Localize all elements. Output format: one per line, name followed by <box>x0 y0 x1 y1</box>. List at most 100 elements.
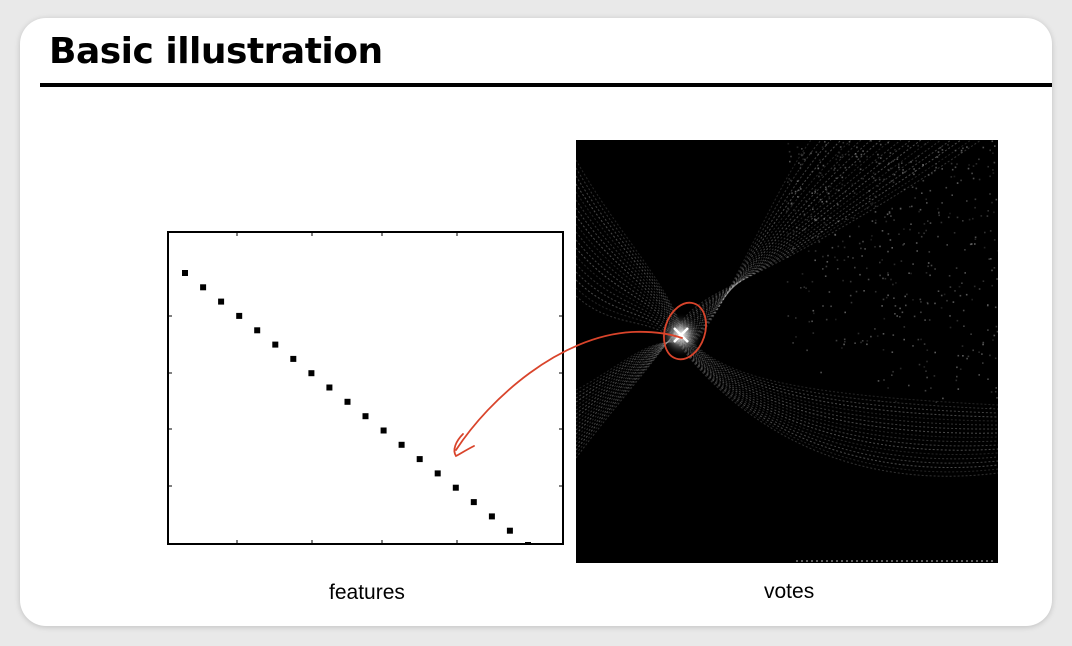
vote-speckle <box>972 217 974 220</box>
vote-speckle <box>893 297 895 299</box>
vote-speckle <box>834 234 837 236</box>
vote-speckle <box>987 329 989 331</box>
vote-speckle <box>815 219 818 221</box>
vote-speckle <box>821 146 824 149</box>
vote-speckle <box>919 208 922 211</box>
feature-point <box>200 284 207 291</box>
vote-speckle <box>903 228 905 230</box>
vote-speckle <box>867 278 870 281</box>
vote-speckle <box>793 231 795 233</box>
vote-edge-mark <box>986 560 988 562</box>
vote-speckle <box>786 200 788 203</box>
vote-speckle <box>929 222 932 224</box>
vote-speckle <box>839 156 842 159</box>
vote-speckle <box>940 221 943 224</box>
feature-point <box>182 270 188 276</box>
vote-speckle <box>992 339 994 341</box>
feature-point <box>416 456 423 463</box>
vote-speckle <box>978 178 981 181</box>
vote-speckle <box>940 294 943 297</box>
vote-edge-mark <box>816 560 818 562</box>
vote-speckle <box>803 213 806 216</box>
feature-point <box>506 527 513 534</box>
vote-speckle <box>927 174 930 176</box>
vote-speckle <box>974 198 977 201</box>
vote-curve <box>576 199 998 426</box>
vote-speckle <box>898 233 900 235</box>
vote-edge-mark <box>801 560 803 562</box>
vote-speckle <box>956 216 959 219</box>
vote-speckle <box>907 145 909 147</box>
vote-speckle <box>974 238 977 240</box>
vote-speckle <box>801 148 803 150</box>
vote-speckle <box>858 225 860 228</box>
vote-speckle <box>796 226 798 229</box>
vote-speckle <box>879 245 881 248</box>
vote-edge-mark <box>846 560 848 562</box>
vote-speckle <box>993 334 996 337</box>
vote-speckle <box>982 341 985 344</box>
vote-speckle <box>882 349 885 351</box>
vote-speckle <box>807 250 810 252</box>
vote-speckle <box>967 167 970 170</box>
vote-speckle <box>809 152 812 155</box>
vote-speckle <box>859 168 862 171</box>
vote-speckle <box>821 174 823 176</box>
vote-speckle <box>800 188 802 190</box>
vote-speckle <box>961 282 963 284</box>
vote-speckle <box>876 335 879 337</box>
vote-speckle <box>790 202 793 205</box>
feature-point <box>290 355 297 362</box>
vote-speckle <box>964 272 966 274</box>
vote-speckle <box>892 283 894 286</box>
vote-speckle <box>962 355 964 357</box>
vote-edge-mark <box>976 560 978 562</box>
vote-speckle <box>983 246 986 249</box>
vote-speckle <box>933 375 936 377</box>
vote-speckle <box>872 177 875 179</box>
vote-speckle <box>878 400 881 402</box>
vote-speckle <box>835 318 837 321</box>
vote-speckle <box>889 152 892 154</box>
feature-point <box>236 312 243 319</box>
vote-speckle <box>883 178 885 181</box>
vote-speckle <box>825 143 828 146</box>
vote-speckle <box>929 274 931 277</box>
vote-speckle <box>972 177 975 180</box>
vote-speckle <box>904 171 906 174</box>
plot-frame <box>167 231 564 545</box>
vote-speckle <box>869 198 871 200</box>
features-plot <box>167 231 564 545</box>
vote-speckle <box>786 210 788 213</box>
features-caption: features <box>329 581 405 604</box>
vote-speckle <box>791 192 793 194</box>
vote-speckle <box>914 197 916 199</box>
vote-speckle <box>913 173 915 176</box>
vote-speckle <box>841 347 843 349</box>
vote-speckle <box>884 216 886 218</box>
feature-point <box>308 370 315 377</box>
feature-point <box>452 484 459 491</box>
vote-speckle <box>971 172 973 175</box>
votes-image <box>576 140 998 563</box>
vote-speckle <box>872 172 875 174</box>
vote-speckle <box>955 379 958 382</box>
vote-speckle <box>901 311 904 314</box>
vote-speckle <box>841 154 844 156</box>
vote-speckle <box>955 267 958 269</box>
vote-speckle <box>939 146 942 149</box>
vote-speckle <box>886 213 889 216</box>
vote-speckle <box>825 318 828 321</box>
vote-speckle <box>910 223 912 225</box>
vote-edge-mark <box>851 560 853 562</box>
vote-speckle <box>806 349 808 352</box>
vote-speckle <box>903 243 905 245</box>
vote-speckle <box>934 351 936 354</box>
vote-speckle <box>926 360 928 363</box>
vote-speckle <box>862 240 864 243</box>
vote-edge-mark <box>926 560 928 562</box>
vote-speckle <box>910 272 912 275</box>
vote-speckle <box>896 158 899 160</box>
vote-speckle <box>920 301 922 303</box>
vote-speckle <box>792 342 794 344</box>
